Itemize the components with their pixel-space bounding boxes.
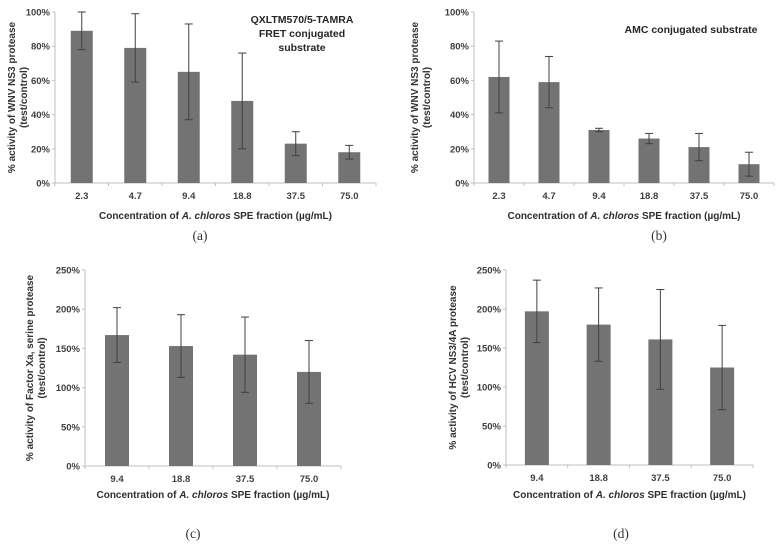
x-axis-title: Concentration of A. chloros SPE fraction…: [507, 211, 740, 222]
x-tick-label: 9.4: [110, 474, 124, 485]
y-tick-label: 50%: [482, 422, 502, 433]
y-tick-label: 0%: [36, 179, 50, 190]
bar: [488, 76, 510, 183]
x-axis-title: Concentration of A. chloros SPE fraction…: [96, 490, 329, 501]
substrate-annotation: AMC conjugated substrate: [624, 24, 757, 36]
bar: [638, 138, 660, 183]
y-axis-title: % activity of WNV NS3 protease: [7, 21, 18, 173]
y-axis-title: (test/control): [19, 67, 30, 128]
x-tick-label: 37.5: [287, 191, 306, 202]
bar: [70, 30, 93, 184]
chart-b: 0% 20% 40% 60% 80% 100% 2.3 4.7 9.4 18.8 37.5 75.0%…: [410, 8, 775, 243]
y-tick-label: 40%: [31, 110, 51, 121]
panel-letter: (d): [613, 526, 629, 541]
panel-letter: (c): [186, 526, 201, 541]
y-axis-title: % activity of WNV NS3 protease: [410, 21, 421, 173]
x-tick-label: 75.0: [740, 191, 759, 202]
x-tick-label: 4.7: [542, 191, 555, 202]
y-tick-label: 0%: [455, 179, 469, 190]
substrate-annotation: substrate: [278, 42, 325, 54]
y-axis-title: % activity of HCV NS3/4A protease: [448, 285, 459, 450]
y-tick-label: 200%: [477, 305, 502, 316]
substrate-annotation: FRET conjugated: [259, 28, 345, 40]
substrate-annotation: QXLTM570/5-TAMRA: [251, 14, 354, 26]
panel-a: 0% 20% 40% 60% 80% 100% 2.3 4.7 9.4 18.8 37.5 75.0%…: [0, 0, 391, 250]
bar: [688, 147, 710, 183]
y-tick-label: 250%: [477, 266, 502, 277]
y-tick-label: 100%: [26, 8, 51, 19]
bar: [338, 152, 361, 183]
y-tick-label: 100%: [477, 383, 502, 394]
x-tick-label: 18.8: [233, 191, 252, 202]
y-tick-label: 150%: [477, 344, 502, 355]
x-tick-label: 37.5: [690, 191, 709, 202]
chart-d: 0% 50% 100% 150% 200% 250% 9.4 18.8 37.5 75.0 % ac…: [448, 266, 754, 541]
y-tick-label: 20%: [31, 144, 51, 155]
y-tick-label: 40%: [450, 110, 470, 121]
y-tick-label: 250%: [56, 266, 81, 277]
y-tick-label: 80%: [31, 42, 51, 53]
y-tick-label: 200%: [56, 305, 81, 316]
x-tick-label: 37.5: [236, 474, 255, 485]
x-tick-label: 18.8: [589, 473, 608, 484]
x-tick-label: 75.0: [713, 473, 732, 484]
y-tick-label: 100%: [445, 8, 470, 19]
x-tick-label: 18.8: [172, 474, 191, 485]
chart-c: 0% 50% 100% 150% 200% 250% 9.4 18.8 37.5 75.0 % ac…: [25, 266, 342, 541]
panel-letter: (a): [193, 228, 208, 243]
x-tick-label: 4.7: [129, 191, 142, 202]
x-tick-label: 75.0: [300, 474, 319, 485]
y-tick-label: 0%: [66, 462, 80, 473]
x-tick-label: 75.0: [340, 191, 359, 202]
y-tick-label: 60%: [450, 76, 470, 87]
bar: [538, 82, 560, 183]
y-tick-label: 80%: [450, 42, 470, 53]
panel-d: 0% 50% 100% 150% 200% 250% 9.4 18.8 37.5 75.0 % ac…: [391, 250, 782, 545]
x-tick-label: 18.8: [640, 191, 659, 202]
y-tick-label: 0%: [487, 461, 501, 472]
y-tick-label: 100%: [56, 383, 81, 394]
bar: [588, 129, 610, 183]
x-tick-label: 9.4: [182, 191, 196, 202]
x-axis-title: Concentration of A. chloros SPE fraction…: [513, 490, 746, 501]
x-tick-label: 2.3: [492, 191, 505, 202]
y-tick-label: 150%: [56, 344, 81, 355]
bar: [284, 143, 307, 183]
bar: [124, 47, 147, 183]
panel-c: 0% 50% 100% 150% 200% 250% 9.4 18.8 37.5 75.0 % ac…: [0, 250, 391, 545]
x-tick-label: 2.3: [75, 191, 88, 202]
y-axis-title: (test/control): [460, 337, 471, 398]
y-tick-label: 20%: [450, 144, 470, 155]
y-tick-label: 50%: [61, 422, 81, 433]
y-axis-title: (test/control): [37, 337, 48, 398]
y-axis-title: % activity of Factor Xa, serine protease: [25, 274, 36, 461]
x-axis-title: Concentration of A. chloros SPE fraction…: [99, 211, 332, 222]
panel-letter: (b): [651, 228, 667, 243]
y-axis-title: (test/control): [422, 67, 433, 128]
x-tick-label: 9.4: [592, 191, 606, 202]
x-tick-label: 9.4: [530, 473, 544, 484]
bar: [177, 71, 200, 183]
chart-a: 0% 20% 40% 60% 80% 100% 2.3 4.7 9.4 18.8 37.5 75.0%…: [7, 8, 377, 243]
y-tick-label: 60%: [31, 76, 51, 87]
panel-b: 0% 20% 40% 60% 80% 100% 2.3 4.7 9.4 18.8 37.5 75.0%…: [391, 0, 782, 250]
x-tick-label: 37.5: [651, 473, 670, 484]
